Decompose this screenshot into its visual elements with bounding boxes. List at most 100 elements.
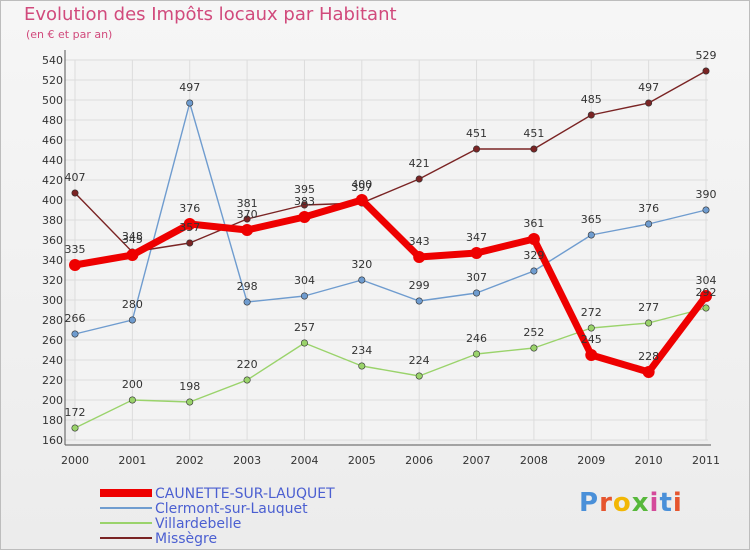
axes: 1601802002202402602803003203403603804004… — [42, 50, 720, 467]
data-label: 347 — [466, 231, 487, 244]
data-point — [186, 239, 194, 247]
chart-title: Evolution des Impôts locaux par Habitant — [24, 4, 397, 25]
legend-label-miss-gre: Missègre — [155, 531, 217, 547]
data-point — [413, 251, 426, 263]
data-label: 329 — [523, 249, 544, 262]
y-tick-label: 480 — [42, 114, 63, 127]
data-label: 397 — [351, 181, 372, 194]
y-tick-label: 500 — [42, 94, 63, 107]
plot-area — [75, 60, 706, 440]
x-tick-label: 2000 — [61, 454, 89, 467]
x-tick-label: 2007 — [463, 454, 491, 467]
y-tick-label: 260 — [42, 334, 63, 347]
data-point — [702, 67, 710, 75]
x-tick-label: 2002 — [176, 454, 204, 467]
x-tick-label: 2011 — [692, 454, 720, 467]
data-point — [243, 215, 251, 223]
data-point — [645, 319, 653, 327]
y-tick-label: 340 — [42, 254, 63, 267]
y-tick-label: 160 — [42, 434, 63, 447]
data-label: 298 — [237, 280, 258, 293]
data-point — [69, 259, 81, 271]
data-label: 451 — [523, 127, 544, 140]
data-point — [358, 276, 366, 284]
data-label: 335 — [65, 243, 86, 256]
data-point — [587, 324, 595, 332]
series-line-caunette-sur-lauquet — [74, 196, 709, 376]
data-label: 348 — [122, 230, 143, 243]
grid — [65, 59, 708, 441]
data-label: 307 — [466, 271, 487, 284]
data-label: 224 — [409, 354, 430, 367]
x-tick-label: 2005 — [348, 454, 376, 467]
data-labels: 266 280 497 298 304 320 299 307 329 365 376 390 172 2… — [65, 49, 717, 419]
y-tick-label: 200 — [42, 394, 63, 407]
y-tick-label: 320 — [42, 274, 63, 287]
data-point — [71, 189, 79, 197]
data-label: 343 — [409, 235, 430, 248]
data-label: 529 — [696, 49, 717, 62]
data-point — [355, 194, 368, 206]
data-label: 395 — [294, 183, 315, 196]
series-line-clermont-sur-lauquet — [74, 102, 707, 335]
data-label: 383 — [294, 195, 315, 208]
data-point — [243, 298, 251, 306]
legend-label-caunette-sur-lauquet: CAUNETTE-SUR-LAUQUET — [155, 486, 335, 502]
data-point — [183, 218, 196, 230]
data-point — [530, 267, 538, 275]
data-label: 257 — [294, 321, 315, 334]
data-label: 272 — [581, 306, 602, 319]
y-tick-label: 240 — [42, 354, 63, 367]
x-tick-label: 2004 — [290, 454, 318, 467]
legend-label-villardebelle: Villardebelle — [155, 516, 241, 532]
data-label: 280 — [122, 298, 143, 311]
data-label: 365 — [581, 213, 602, 226]
data-point — [415, 372, 423, 380]
data-point — [128, 316, 136, 324]
data-point — [473, 145, 481, 153]
legend: CAUNETTE-SUR-LAUQUETClermont-sur-Lauquet… — [100, 486, 335, 547]
data-label: 266 — [65, 312, 86, 325]
data-label: 172 — [65, 406, 86, 419]
data-label: 246 — [466, 332, 487, 345]
data-label: 361 — [523, 217, 544, 230]
data-label: 220 — [237, 358, 258, 371]
data-label: 200 — [122, 378, 143, 391]
x-tick-label: 2006 — [405, 454, 433, 467]
data-point — [587, 111, 595, 119]
data-point — [473, 289, 481, 297]
data-point — [473, 350, 481, 358]
y-tick-label: 220 — [42, 374, 63, 387]
data-label: 390 — [696, 188, 717, 201]
data-point — [415, 297, 423, 305]
data-label: 376 — [638, 202, 659, 215]
data-label: 407 — [65, 171, 86, 184]
data-point — [126, 249, 139, 261]
y-tick-label: 540 — [42, 54, 63, 67]
data-point — [645, 99, 653, 107]
data-label: 421 — [409, 157, 430, 170]
data-label: 252 — [523, 326, 544, 339]
data-label: 304 — [696, 274, 717, 287]
data-label: 376 — [179, 202, 200, 215]
data-label: 245 — [581, 333, 602, 346]
data-point — [470, 247, 483, 259]
data-point — [358, 362, 366, 370]
y-tick-label: 400 — [42, 194, 63, 207]
data-point — [71, 330, 79, 338]
y-tick-label: 520 — [42, 74, 63, 87]
y-tick-label: 460 — [42, 134, 63, 147]
data-point — [527, 233, 540, 245]
x-tick-label: 2009 — [577, 454, 605, 467]
data-label: 381 — [237, 197, 258, 210]
data-point — [298, 211, 311, 223]
data-point — [642, 366, 655, 378]
proxiti-logo: Proxiti — [579, 488, 683, 518]
chart-subtitle: (en € et par an) — [26, 28, 113, 41]
data-label: 299 — [409, 279, 430, 292]
data-point — [186, 99, 194, 107]
y-tick-label: 420 — [42, 174, 63, 187]
data-label: 485 — [581, 93, 602, 106]
data-point — [300, 292, 308, 300]
